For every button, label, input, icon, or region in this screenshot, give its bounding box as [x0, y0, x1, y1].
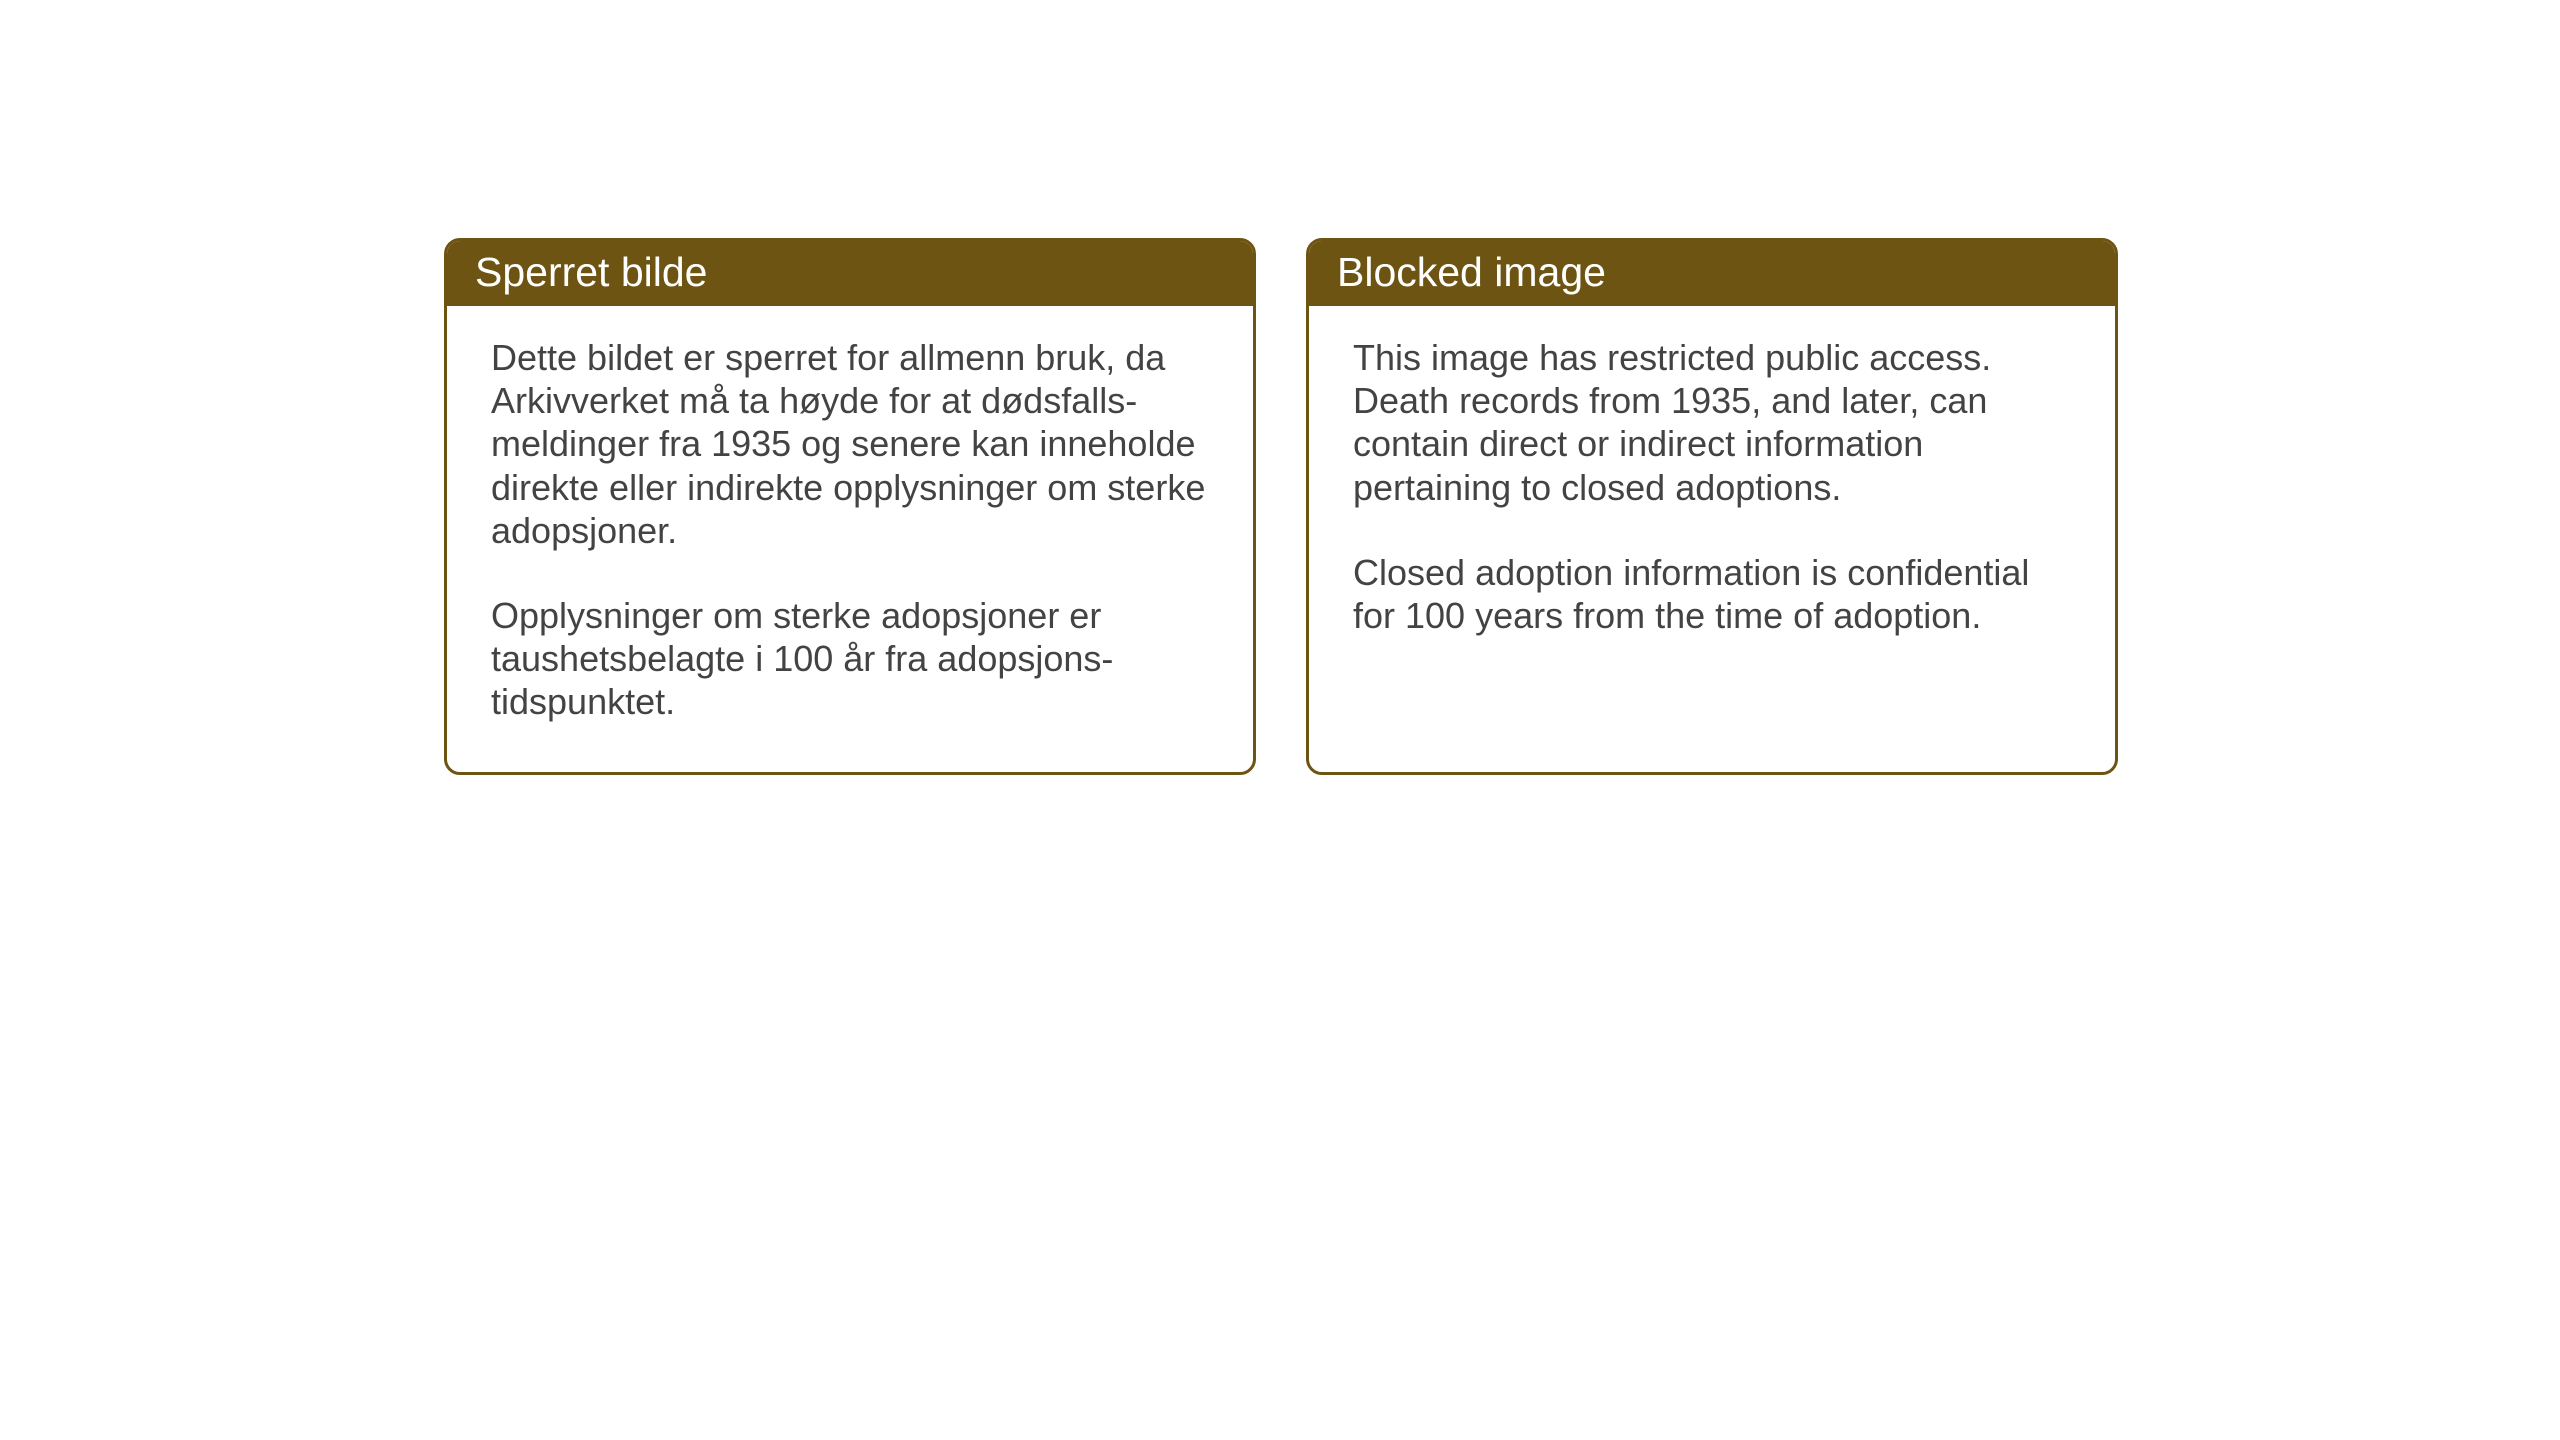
norwegian-card-body: Dette bildet er sperret for allmenn bruk…: [447, 306, 1253, 772]
english-notice-card: Blocked image This image has restricted …: [1306, 238, 2118, 775]
norwegian-card-title: Sperret bilde: [447, 241, 1253, 306]
notice-container: Sperret bilde Dette bildet er sperret fo…: [444, 238, 2118, 775]
norwegian-paragraph-1: Dette bildet er sperret for allmenn bruk…: [491, 336, 1209, 552]
english-card-title: Blocked image: [1309, 241, 2115, 306]
english-card-body: This image has restricted public access.…: [1309, 306, 2115, 685]
english-paragraph-1: This image has restricted public access.…: [1353, 336, 2071, 509]
norwegian-notice-card: Sperret bilde Dette bildet er sperret fo…: [444, 238, 1256, 775]
english-paragraph-2: Closed adoption information is confident…: [1353, 551, 2071, 637]
norwegian-paragraph-2: Opplysninger om sterke adopsjoner er tau…: [491, 594, 1209, 724]
